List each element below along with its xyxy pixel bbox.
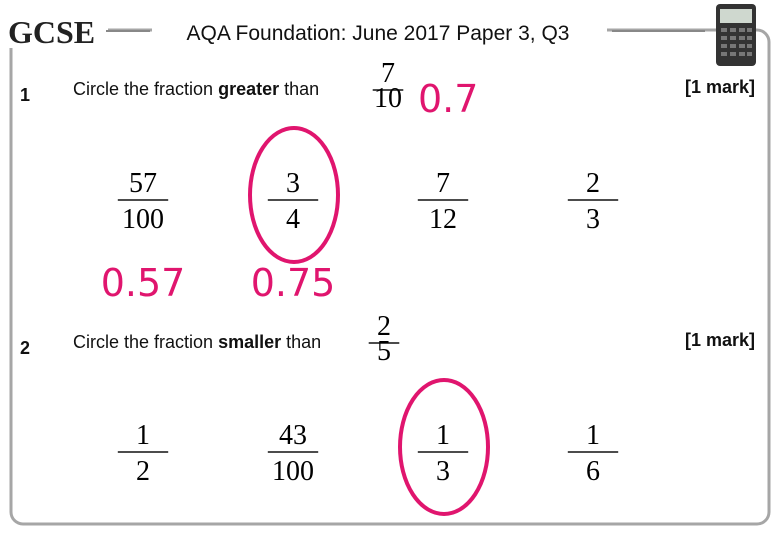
answer-circle — [248, 126, 340, 264]
instruction-text: Circle the fraction — [73, 79, 213, 99]
option-decimal: 0.57 — [101, 261, 186, 305]
option-numerator: 57 — [129, 168, 157, 199]
instruction: Circle the fraction smaller than — [73, 332, 321, 352]
marks: [1 mark] — [685, 77, 755, 97]
keyword: smaller — [218, 332, 281, 352]
option-numerator: 43 — [279, 420, 307, 451]
logo-bg — [0, 8, 108, 48]
question-number: 1 — [20, 85, 30, 105]
reference-decimal: 0.7 — [418, 77, 478, 121]
question-number: 2 — [20, 338, 30, 358]
instruction-text: than — [284, 79, 319, 99]
title: AQA Foundation: June 2017 Paper 3, Q3 — [187, 22, 570, 45]
instruction: Circle the fraction greater than — [73, 79, 319, 99]
answer-circle — [398, 378, 490, 516]
option-denominator: 6 — [586, 456, 600, 487]
option-denominator: 100 — [122, 204, 164, 235]
logo: GCSE — [8, 14, 95, 50]
keyword: greater — [218, 79, 279, 99]
instruction-text: than — [286, 332, 321, 352]
reference-denominator: 10 — [374, 83, 402, 114]
title-bg — [152, 14, 607, 48]
marks: [1 mark] — [685, 330, 755, 350]
reference-numerator: 2 — [377, 311, 391, 342]
option-denominator: 3 — [436, 456, 450, 487]
option-numerator: 2 — [586, 168, 600, 199]
option-denominator: 12 — [429, 204, 457, 235]
calculator-icon — [716, 4, 756, 66]
reference-denominator: 5 — [377, 336, 391, 367]
option-denominator: 100 — [272, 456, 314, 487]
option-numerator: 1 — [436, 420, 450, 451]
option-denominator: 3 — [586, 204, 600, 235]
reference-numerator: 7 — [381, 58, 395, 89]
option-denominator: 4 — [286, 204, 300, 235]
instruction-text: Circle the fraction — [73, 332, 213, 352]
option-numerator: 7 — [436, 168, 450, 199]
option-decimal: 0.75 — [251, 261, 336, 305]
option-denominator: 2 — [136, 456, 150, 487]
option-numerator: 3 — [286, 168, 300, 199]
option-numerator: 1 — [136, 420, 150, 451]
option-numerator: 1 — [586, 420, 600, 451]
